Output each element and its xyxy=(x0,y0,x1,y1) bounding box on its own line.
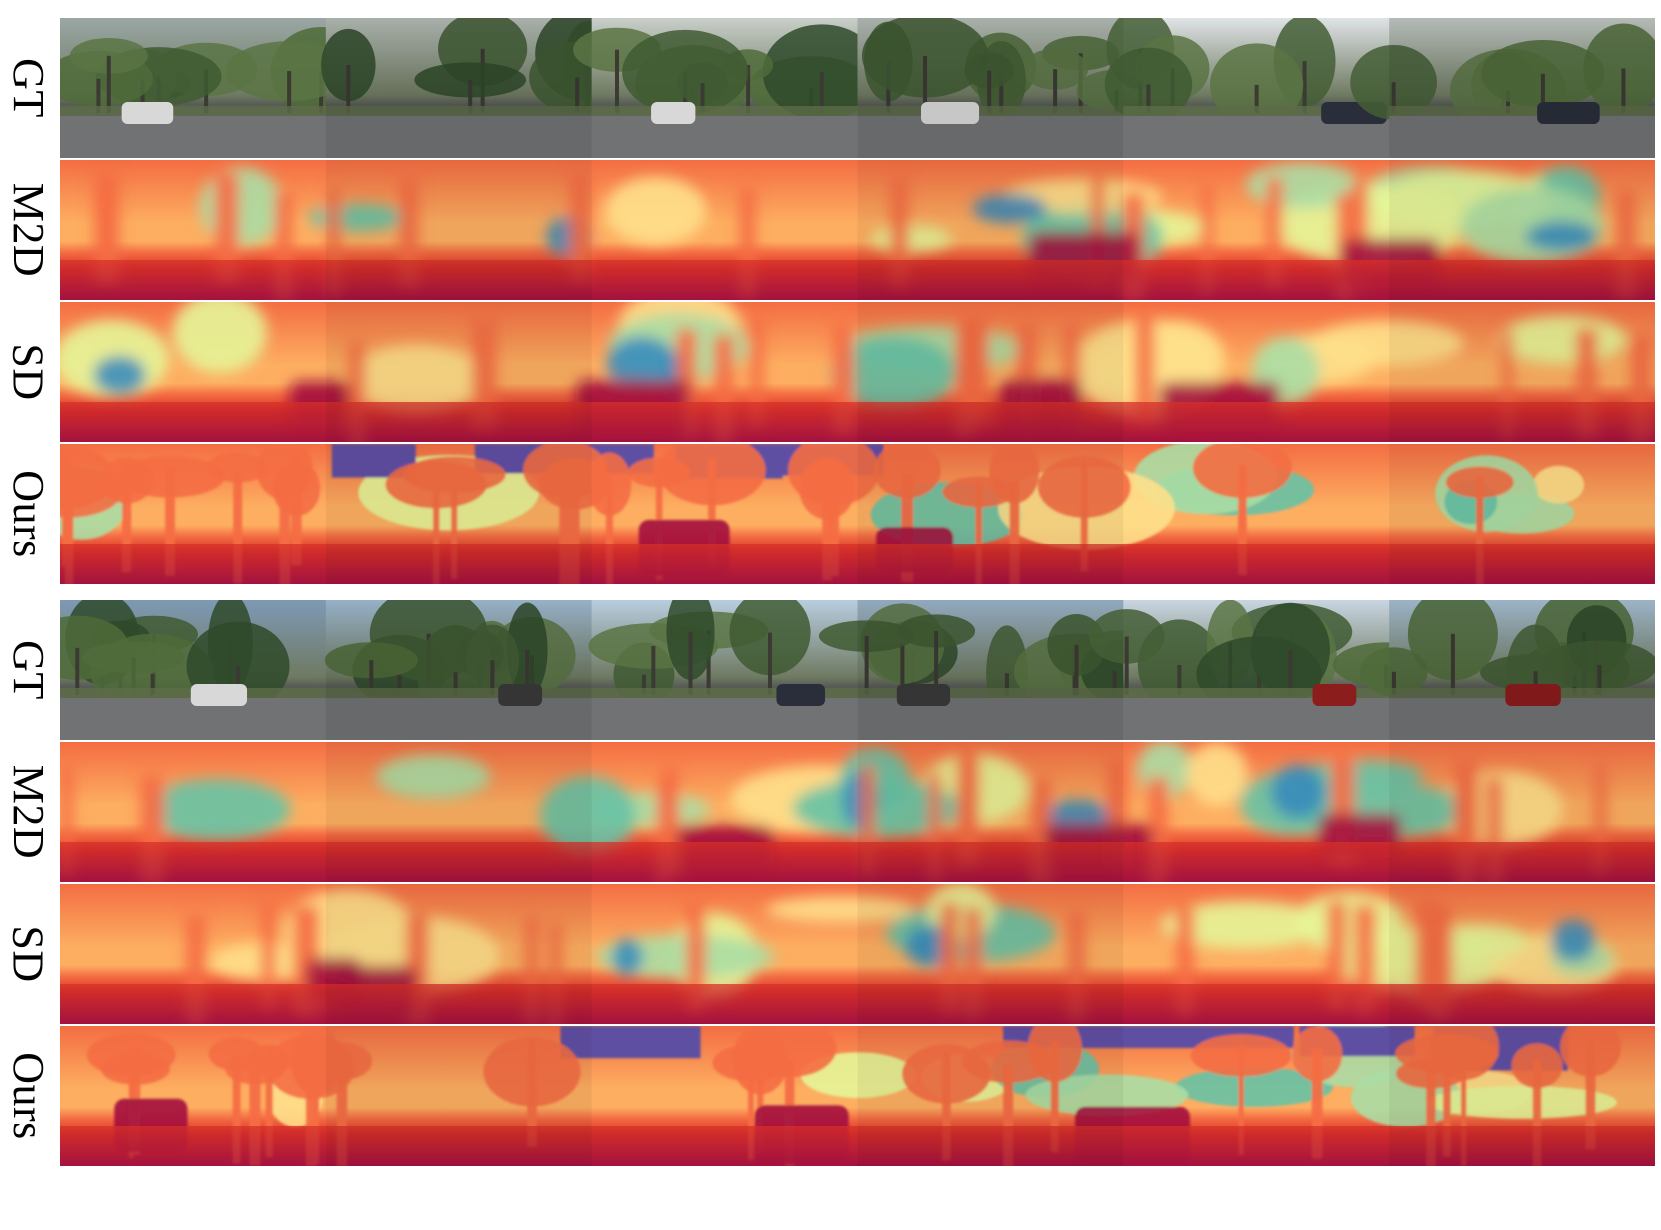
panorama-gt-2 xyxy=(60,600,1655,740)
row-label-gt-2: GT xyxy=(4,640,53,700)
depth-map-image xyxy=(60,302,1655,442)
row-label-sd-2: SD xyxy=(4,925,53,983)
depth-map-image xyxy=(60,884,1655,1024)
depth-m2d-2 xyxy=(60,742,1655,882)
row-label-m2d-1: M2D xyxy=(4,182,53,278)
depth-map-image xyxy=(60,444,1655,584)
depth-map-image xyxy=(60,1026,1655,1166)
row-label-sd-1: SD xyxy=(4,343,53,401)
depth-sd-2 xyxy=(60,884,1655,1024)
panorama-gt-1 xyxy=(60,18,1655,158)
depth-sd-1 xyxy=(60,302,1655,442)
row-label-ours-2: Ours xyxy=(4,1052,53,1140)
row-label-gt-1: GT xyxy=(4,58,53,118)
row-label-ours-1: Ours xyxy=(4,470,53,558)
depth-map-image xyxy=(60,742,1655,882)
depth-m2d-1 xyxy=(60,160,1655,300)
rgb-panorama-image xyxy=(60,18,1655,158)
depth-ours-1 xyxy=(60,444,1655,584)
rgb-panorama-image xyxy=(60,600,1655,740)
depth-map-image xyxy=(60,160,1655,300)
depth-ours-2 xyxy=(60,1026,1655,1166)
row-label-m2d-2: M2D xyxy=(4,764,53,860)
